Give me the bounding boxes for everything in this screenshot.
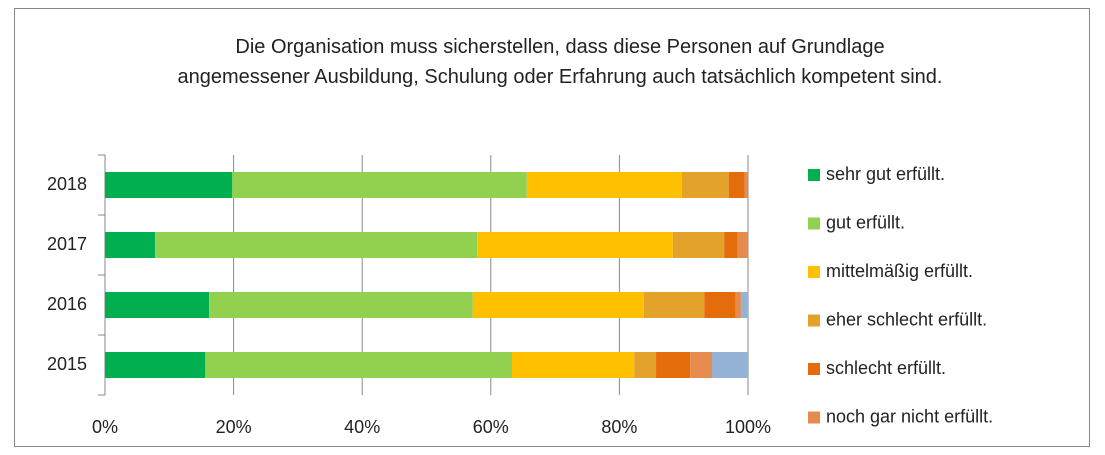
bar-segment	[672, 232, 725, 258]
bar-segment	[105, 292, 210, 318]
bar-segment	[105, 352, 206, 378]
x-tick-label: 80%	[601, 417, 637, 437]
bar-segment	[656, 352, 691, 378]
x-tick-label: 60%	[473, 417, 509, 437]
legend-swatch	[808, 217, 820, 230]
bar-segment	[105, 172, 233, 198]
bar-segment	[105, 232, 156, 258]
bar-segment	[735, 292, 741, 318]
bar-segment	[643, 292, 705, 318]
bar-segment	[155, 232, 478, 258]
legend-label: eher schlecht erfüllt.	[826, 309, 987, 329]
bar-segment	[704, 292, 736, 318]
legend-swatch	[808, 314, 820, 327]
bar-segment	[526, 172, 682, 198]
bar-segment	[477, 232, 673, 258]
bar-segment	[634, 352, 657, 378]
chart-border	[14, 8, 1090, 447]
y-tick-label: 2017	[47, 234, 87, 254]
legend-label: noch gar nicht erfüllt.	[826, 406, 993, 426]
x-tick-label: 0%	[92, 417, 118, 437]
bar-segment	[744, 172, 748, 198]
x-tick-label: 100%	[725, 417, 771, 437]
bar-segment	[711, 352, 748, 378]
bar-segment	[724, 232, 738, 258]
bar-segment	[681, 172, 729, 198]
bar-segment	[209, 292, 473, 318]
legend-swatch	[808, 266, 820, 278]
bar-segment	[728, 172, 745, 198]
legend-swatch	[808, 169, 820, 181]
x-tick-label: 40%	[344, 417, 380, 437]
bar-segment	[690, 352, 712, 378]
bar-segment	[232, 172, 527, 198]
legend-swatch	[808, 411, 820, 424]
y-tick-label: 2016	[47, 294, 87, 314]
bar-segment	[472, 292, 644, 318]
bar-segment	[512, 352, 635, 378]
y-tick-label: 2018	[47, 174, 87, 194]
chart-title: Die Organisation muss sicherstellen, das…	[177, 36, 943, 88]
legend-label: schlecht erfüllt.	[826, 358, 946, 378]
y-tick-label: 2015	[47, 354, 87, 374]
bar-segment	[737, 232, 748, 258]
legend-label: gut erfüllt.	[826, 212, 905, 232]
legend-label: sehr gut erfüllt.	[826, 164, 945, 184]
bar-segment	[740, 292, 748, 318]
legend-swatch	[808, 363, 820, 375]
bar-segment	[205, 352, 513, 378]
legend-label: mittelmäßig erfüllt.	[826, 261, 973, 281]
x-tick-label: 20%	[216, 417, 252, 437]
